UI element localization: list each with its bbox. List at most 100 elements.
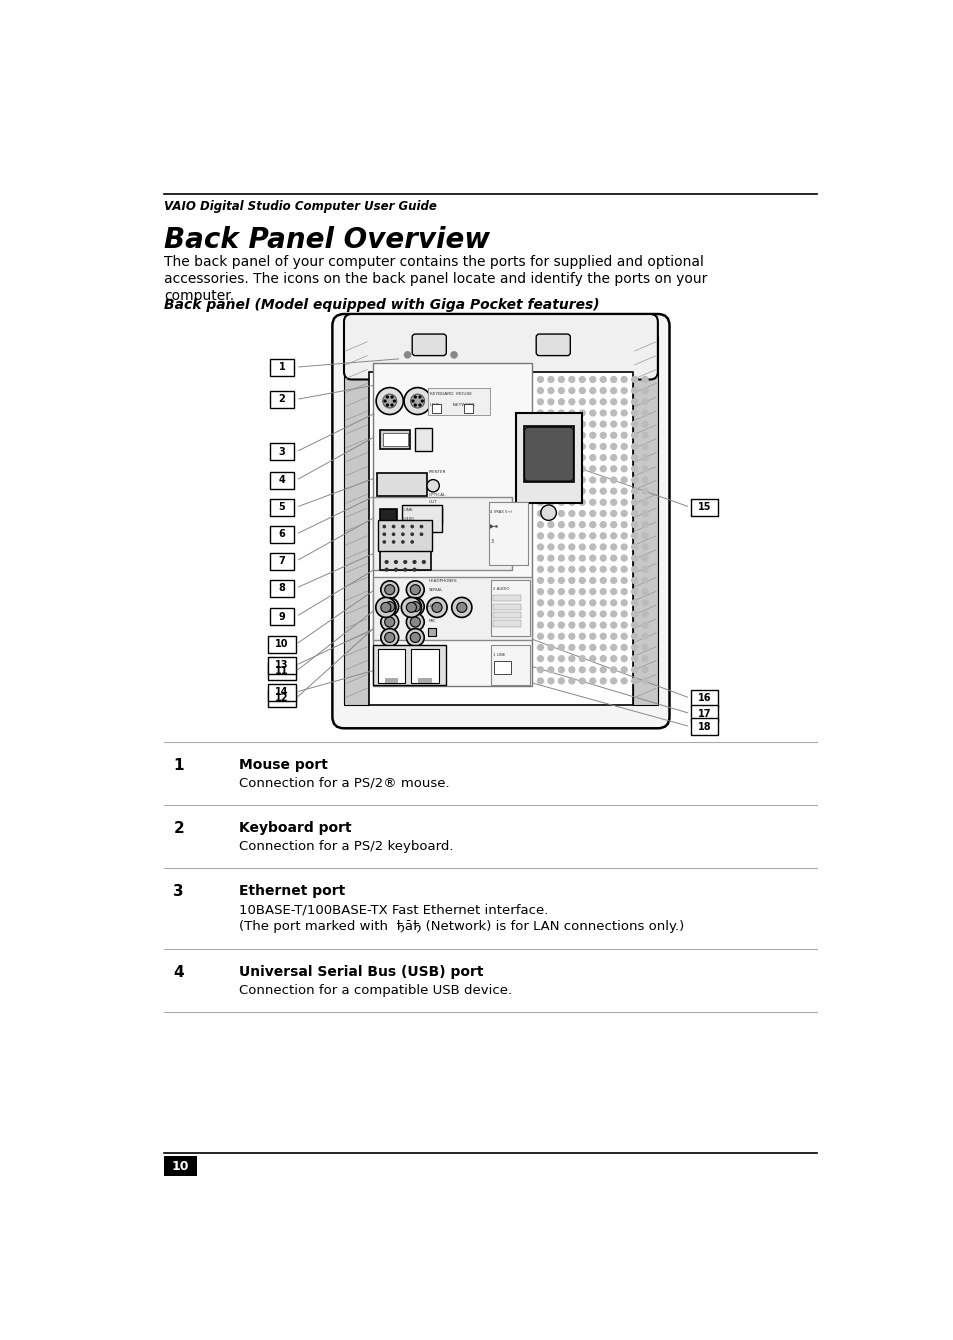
Circle shape [620, 500, 626, 505]
Circle shape [620, 521, 626, 528]
Circle shape [558, 634, 564, 639]
Circle shape [578, 511, 584, 516]
Circle shape [466, 399, 470, 403]
Circle shape [558, 511, 564, 516]
Circle shape [409, 391, 414, 395]
Circle shape [425, 391, 430, 395]
Bar [493, 620, 520, 627]
FancyBboxPatch shape [524, 427, 573, 481]
Circle shape [641, 634, 647, 639]
Circle shape [558, 533, 564, 539]
Bar [493, 612, 520, 618]
Circle shape [641, 533, 647, 539]
Circle shape [589, 611, 595, 616]
Circle shape [547, 521, 554, 528]
Circle shape [631, 454, 637, 461]
Circle shape [425, 417, 430, 421]
Circle shape [403, 560, 406, 563]
Circle shape [599, 500, 605, 505]
Bar [493, 603, 520, 610]
Circle shape [376, 399, 380, 403]
Bar [523, 426, 574, 482]
Circle shape [457, 409, 462, 413]
Circle shape [450, 450, 454, 454]
Circle shape [434, 391, 437, 395]
Bar [376, 473, 427, 496]
Text: 2 AUDIO: 2 AUDIO [493, 587, 509, 591]
Text: 4 (MAX 5+): 4 (MAX 5+) [490, 509, 512, 513]
Text: 2: 2 [173, 820, 184, 836]
Circle shape [547, 377, 554, 382]
Circle shape [537, 410, 543, 415]
Circle shape [406, 614, 424, 631]
Circle shape [380, 598, 398, 615]
Circle shape [417, 417, 421, 421]
Circle shape [641, 466, 647, 472]
Circle shape [631, 611, 637, 616]
Circle shape [425, 476, 430, 480]
Bar [270, 498, 294, 516]
Circle shape [537, 578, 543, 583]
Circle shape [589, 444, 595, 449]
Text: KEYBOARD  MOUSE: KEYBOARD MOUSE [430, 391, 472, 395]
Circle shape [610, 555, 616, 561]
Circle shape [641, 611, 647, 616]
Circle shape [631, 500, 637, 505]
Circle shape [620, 387, 626, 394]
Circle shape [599, 511, 605, 516]
Circle shape [610, 511, 616, 516]
Circle shape [457, 417, 462, 421]
Circle shape [417, 442, 421, 446]
Circle shape [631, 567, 637, 572]
Circle shape [457, 391, 462, 395]
Circle shape [400, 391, 405, 395]
Circle shape [450, 442, 454, 446]
Circle shape [631, 399, 637, 405]
Circle shape [631, 655, 637, 662]
Circle shape [417, 434, 421, 438]
Circle shape [457, 442, 462, 446]
Circle shape [568, 377, 575, 382]
Bar [418, 678, 431, 683]
Circle shape [466, 442, 470, 446]
Text: 3: 3 [173, 884, 184, 899]
Circle shape [578, 634, 584, 639]
Circle shape [393, 468, 396, 472]
Circle shape [537, 600, 543, 606]
Text: HEADPHONES: HEADPHONES [428, 579, 456, 583]
Circle shape [393, 374, 396, 379]
Circle shape [547, 433, 554, 438]
Circle shape [631, 511, 637, 516]
Circle shape [631, 544, 637, 549]
Circle shape [434, 442, 437, 446]
Text: VAIO Digital Studio Computer User Guide: VAIO Digital Studio Computer User Guide [164, 200, 436, 213]
Circle shape [610, 600, 616, 606]
Text: 3: 3 [278, 446, 285, 457]
Circle shape [568, 433, 575, 438]
Circle shape [641, 500, 647, 505]
Circle shape [589, 544, 595, 549]
Circle shape [537, 634, 543, 639]
Circle shape [558, 555, 564, 561]
Circle shape [558, 567, 564, 572]
Circle shape [457, 450, 462, 454]
Circle shape [425, 425, 430, 429]
Circle shape [578, 567, 584, 572]
Circle shape [568, 667, 575, 673]
Circle shape [400, 434, 405, 438]
Circle shape [376, 458, 380, 464]
Circle shape [410, 632, 420, 642]
Circle shape [384, 468, 389, 472]
Circle shape [568, 500, 575, 505]
Circle shape [558, 521, 564, 528]
Circle shape [382, 394, 396, 407]
Circle shape [547, 421, 554, 427]
Circle shape [452, 598, 472, 618]
Circle shape [578, 454, 584, 461]
Circle shape [376, 417, 380, 421]
Circle shape [537, 377, 543, 382]
Circle shape [537, 488, 543, 494]
Circle shape [599, 645, 605, 650]
FancyBboxPatch shape [412, 334, 446, 355]
Circle shape [375, 598, 395, 618]
